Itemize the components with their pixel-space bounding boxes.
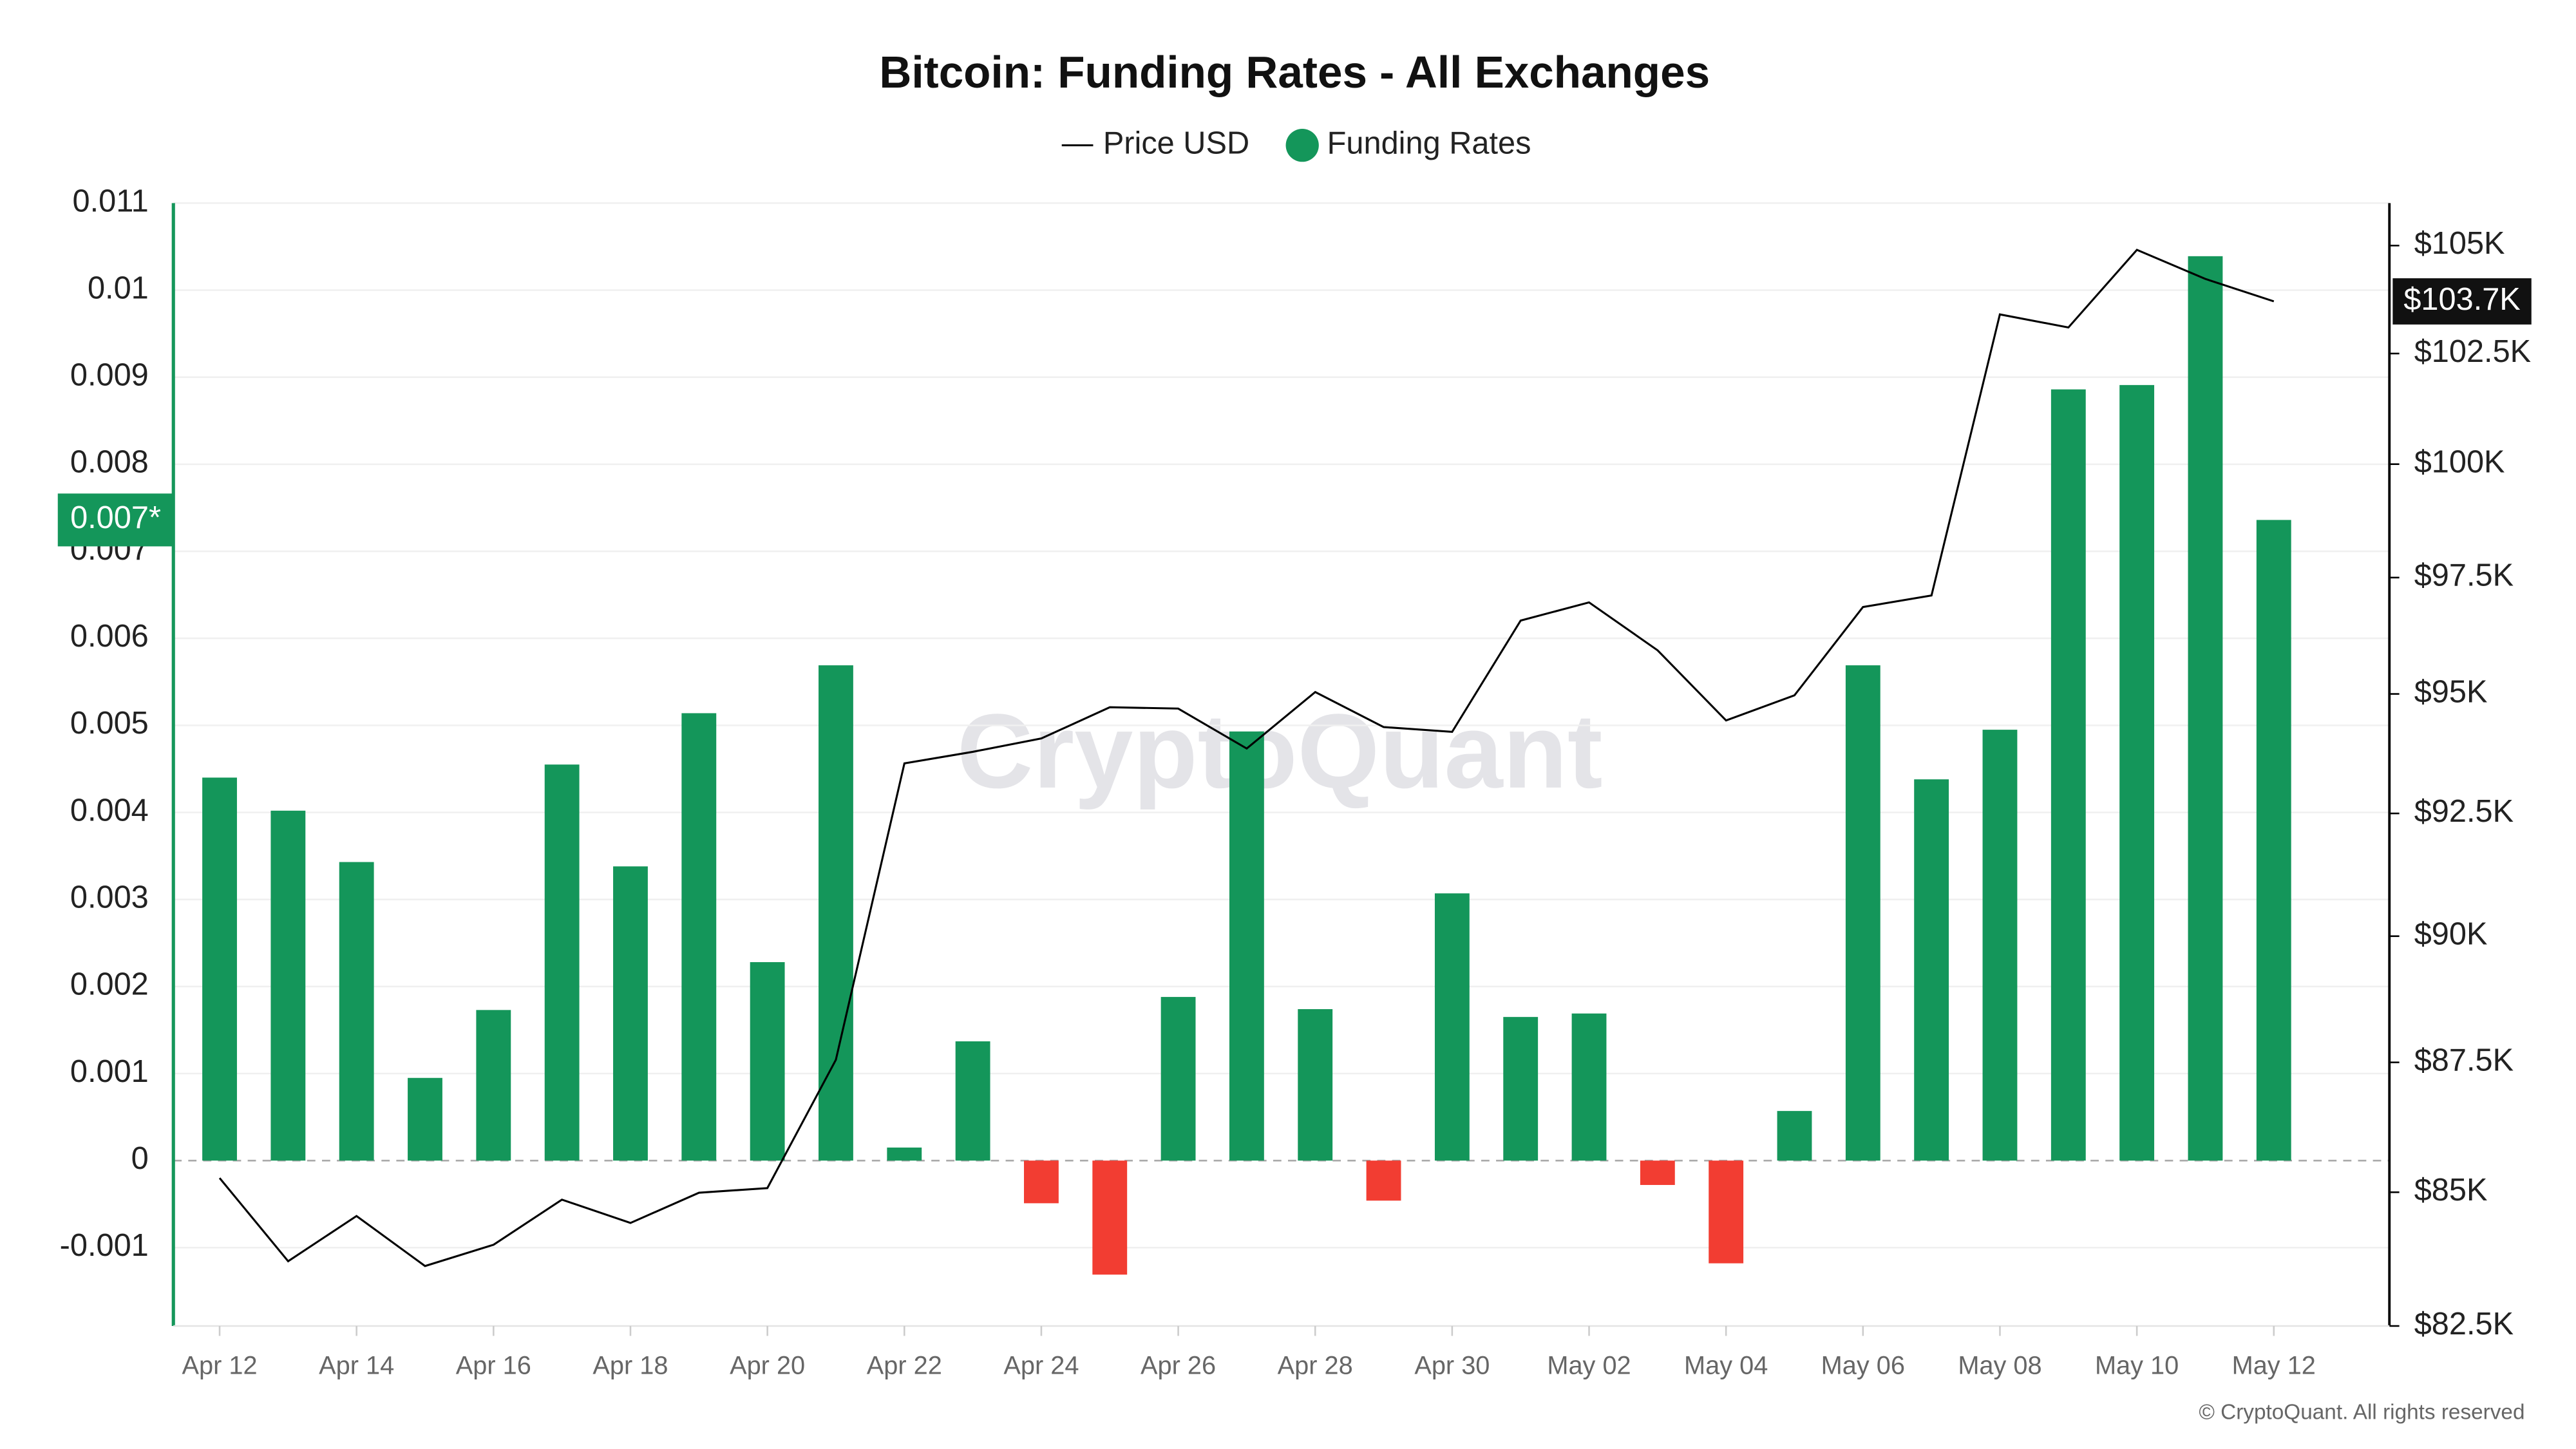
bar xyxy=(750,961,785,1161)
bar xyxy=(408,1077,442,1161)
y-tick-label: -0.001 xyxy=(60,1228,149,1263)
x-tick-label: May 10 xyxy=(2095,1352,2179,1380)
bar xyxy=(1845,665,1880,1161)
price-line xyxy=(218,249,2275,1267)
x-tick-label: Apr 22 xyxy=(867,1352,942,1380)
bar xyxy=(2256,520,2291,1161)
x-tick-label: May 12 xyxy=(2232,1352,2316,1380)
x-tick-label: Apr 26 xyxy=(1141,1352,1216,1380)
bar xyxy=(1640,1160,1675,1186)
y2-tick-label: $100K xyxy=(2414,445,2505,480)
bar xyxy=(544,764,580,1161)
x-tick-label: Apr 28 xyxy=(1278,1352,1353,1380)
y-tick-label: 0 xyxy=(131,1141,149,1176)
bar xyxy=(1571,1013,1607,1161)
bar xyxy=(1503,1017,1539,1161)
bar xyxy=(1982,730,2018,1161)
y2-tick-label: $87.5K xyxy=(2414,1043,2514,1078)
y2-tick-label: $85K xyxy=(2414,1173,2488,1208)
y-tick-label: 0.005 xyxy=(70,706,149,741)
bar xyxy=(270,810,306,1161)
y-tick-label: 0.003 xyxy=(70,880,149,915)
bar xyxy=(613,866,648,1161)
bar xyxy=(1709,1160,1744,1264)
bar xyxy=(819,665,853,1161)
x-tick-label: Apr 30 xyxy=(1414,1352,1490,1380)
price-badge-label: $103.7K xyxy=(2403,282,2520,317)
x-tick-label: May 02 xyxy=(1547,1352,1631,1380)
credit: © CryptoQuant. All rights reserved xyxy=(2199,1401,2524,1425)
y2-tick-label: $82.5K xyxy=(2414,1307,2514,1341)
y-tick-label: 0.004 xyxy=(70,793,149,828)
bar xyxy=(1914,779,1949,1161)
bar xyxy=(1777,1111,1812,1161)
y-tick-label: 0.01 xyxy=(88,270,149,305)
bar xyxy=(1092,1160,1128,1275)
y-tick-label: 0.002 xyxy=(70,967,149,1002)
bar xyxy=(1298,1009,1333,1161)
bar xyxy=(1023,1160,1059,1204)
bar xyxy=(1366,1160,1401,1201)
x-tick-label: Apr 14 xyxy=(319,1352,394,1380)
legend-label: Price USD xyxy=(1103,126,1249,161)
y-tick-label: 0.001 xyxy=(70,1054,149,1089)
bar xyxy=(339,862,374,1161)
y2-tick-label: $97.5K xyxy=(2414,558,2514,593)
y2-tick-label: $95K xyxy=(2414,674,2488,709)
bar xyxy=(2188,256,2223,1161)
bar xyxy=(1229,731,1264,1161)
legend: Price USD Funding Rates xyxy=(1061,126,1531,162)
y2-tick-label: $90K xyxy=(2414,917,2488,952)
y2-tick-label: $105K xyxy=(2414,226,2505,261)
bar xyxy=(1160,997,1196,1161)
chart-title: Bitcoin: Funding Rates - All Exchanges xyxy=(879,47,1710,97)
funding-badge xyxy=(57,493,174,547)
x-tick-label: Apr 24 xyxy=(1003,1352,1079,1380)
watermark: CryptoQuant xyxy=(957,692,1603,810)
bar xyxy=(1434,893,1470,1161)
bar xyxy=(681,713,717,1161)
bar xyxy=(2119,384,2155,1161)
y-tick-label: 0.009 xyxy=(70,358,149,393)
x-tick-label: Apr 18 xyxy=(592,1352,668,1380)
x-tick-label: Apr 16 xyxy=(456,1352,531,1380)
y-tick-label: 0.008 xyxy=(70,445,149,480)
x-tick-label: Apr 20 xyxy=(730,1352,805,1380)
y2-tick-label: $102.5K xyxy=(2414,334,2531,369)
legend-swatch xyxy=(1285,129,1319,162)
price-badge xyxy=(2392,278,2532,325)
x-tick-label: May 04 xyxy=(1684,1352,1768,1380)
bar xyxy=(887,1147,922,1161)
bar xyxy=(202,777,237,1161)
bar xyxy=(2050,389,2086,1161)
x-tick-label: Apr 12 xyxy=(182,1352,257,1380)
bar xyxy=(955,1041,990,1161)
bar xyxy=(476,1010,511,1161)
y-tick-label: 0.011 xyxy=(73,184,149,218)
y-tick-label: 0.006 xyxy=(70,619,149,654)
y2-tick-label: $92.5K xyxy=(2414,794,2514,829)
funding-badge-label: 0.007* xyxy=(70,500,161,535)
x-tick-label: May 06 xyxy=(1821,1352,1905,1380)
x-tick-label: May 08 xyxy=(1958,1352,2041,1380)
legend-label: Funding Rates xyxy=(1327,126,1531,161)
